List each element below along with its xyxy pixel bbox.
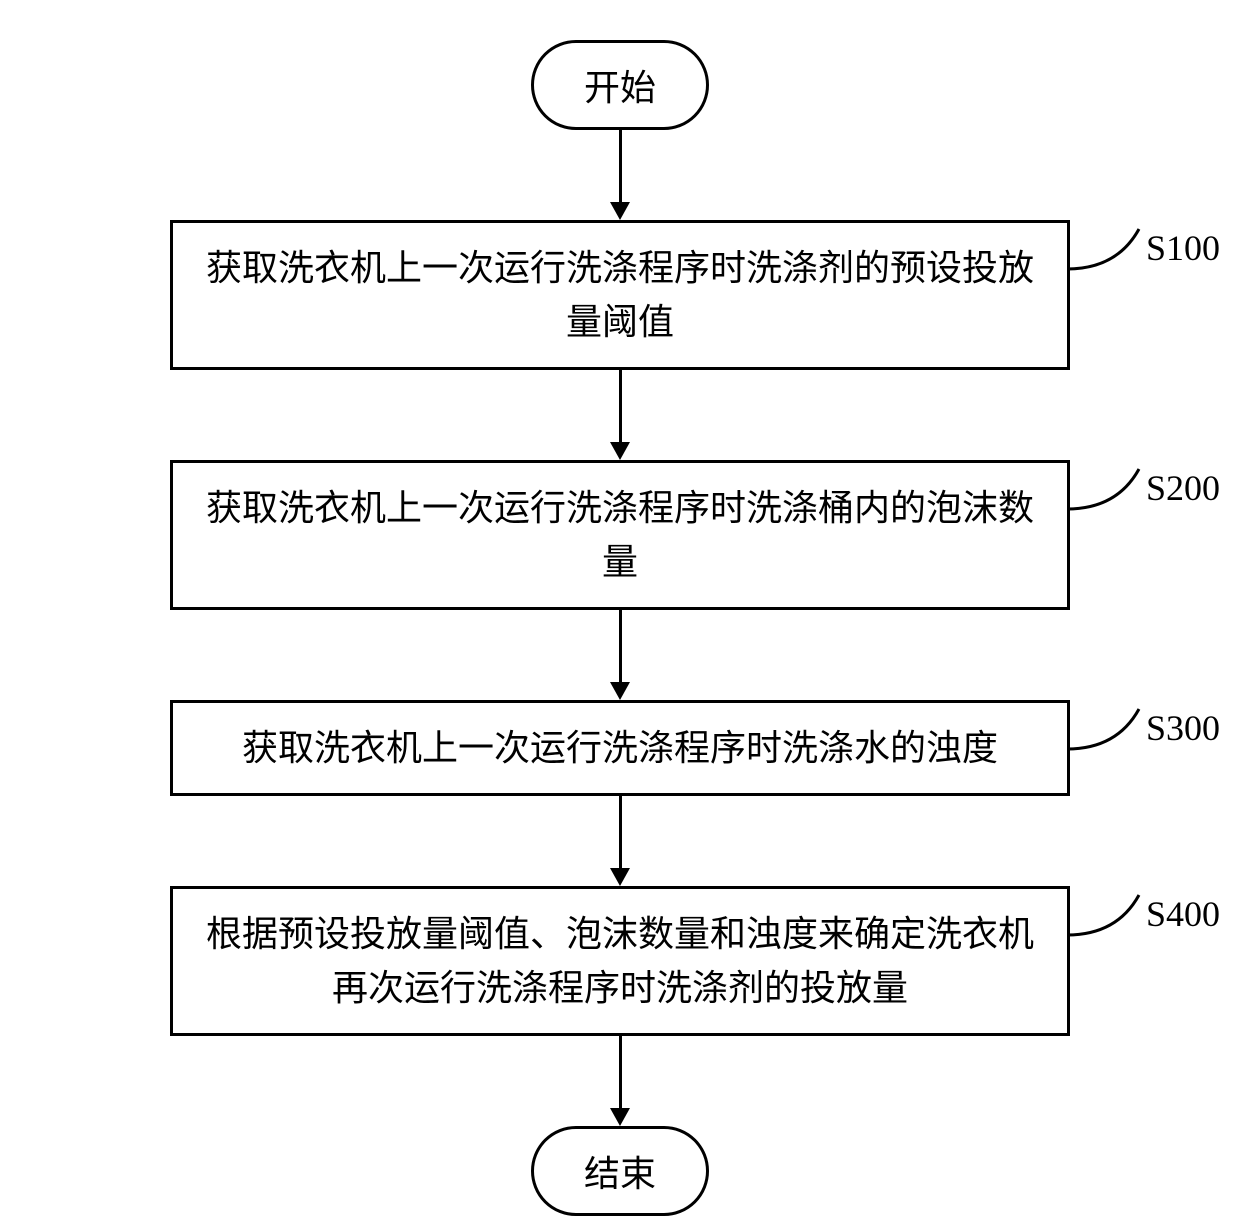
arrow-line (619, 130, 622, 202)
start-text: 开始 (584, 68, 656, 108)
step-text: 根据预设投放量阈值、泡沫数量和浊度来确定洗衣机再次运行洗涤程序时洗涤剂的投放量 (206, 914, 1034, 1008)
arrow-head (610, 202, 630, 220)
connector-curve-icon (1067, 892, 1142, 937)
arrow-line (619, 610, 622, 682)
flowchart-container: 开始 获取洗衣机上一次运行洗涤程序时洗涤剂的预设投放量阈值 S100 获取洗衣机… (40, 40, 1200, 1216)
arrow (610, 796, 630, 886)
process-box-s300: 获取洗衣机上一次运行洗涤程序时洗涤水的浊度 S300 (170, 700, 1070, 796)
step-wrapper-s400: 根据预设投放量阈值、泡沫数量和浊度来确定洗衣机再次运行洗涤程序时洗涤剂的投放量 … (40, 886, 1200, 1036)
step-label: S100 (1146, 221, 1220, 275)
arrow (610, 610, 630, 700)
arrow-head (610, 868, 630, 886)
end-text: 结束 (584, 1154, 656, 1194)
process-box-s100: 获取洗衣机上一次运行洗涤程序时洗涤剂的预设投放量阈值 S100 (170, 220, 1070, 370)
process-box-s400: 根据预设投放量阈值、泡沫数量和浊度来确定洗衣机再次运行洗涤程序时洗涤剂的投放量 … (170, 886, 1070, 1036)
step-wrapper-s200: 获取洗衣机上一次运行洗涤程序时洗涤桶内的泡沫数量 S200 (40, 460, 1200, 610)
arrow (610, 130, 630, 220)
label-connector: S200 (1067, 461, 1220, 515)
arrow-head (610, 442, 630, 460)
step-label: S300 (1146, 701, 1220, 755)
start-terminator: 开始 (531, 40, 709, 130)
connector-curve-icon (1067, 706, 1142, 751)
arrow (610, 370, 630, 460)
arrow-line (619, 370, 622, 442)
process-box-s200: 获取洗衣机上一次运行洗涤程序时洗涤桶内的泡沫数量 S200 (170, 460, 1070, 610)
label-connector: S300 (1067, 701, 1220, 755)
label-connector: S100 (1067, 221, 1220, 275)
step-label: S200 (1146, 461, 1220, 515)
step-text: 获取洗衣机上一次运行洗涤程序时洗涤桶内的泡沫数量 (206, 488, 1034, 582)
end-terminator: 结束 (531, 1126, 709, 1216)
step-text: 获取洗衣机上一次运行洗涤程序时洗涤剂的预设投放量阈值 (206, 248, 1034, 342)
arrow (610, 1036, 630, 1126)
step-wrapper-s300: 获取洗衣机上一次运行洗涤程序时洗涤水的浊度 S300 (40, 700, 1200, 796)
label-connector: S400 (1067, 887, 1220, 941)
arrow-head (610, 1108, 630, 1126)
step-label: S400 (1146, 887, 1220, 941)
step-text: 获取洗衣机上一次运行洗涤程序时洗涤水的浊度 (242, 728, 998, 768)
arrow-head (610, 682, 630, 700)
arrow-line (619, 1036, 622, 1108)
step-wrapper-s100: 获取洗衣机上一次运行洗涤程序时洗涤剂的预设投放量阈值 S100 (40, 220, 1200, 370)
arrow-line (619, 796, 622, 868)
connector-curve-icon (1067, 226, 1142, 271)
connector-curve-icon (1067, 466, 1142, 511)
